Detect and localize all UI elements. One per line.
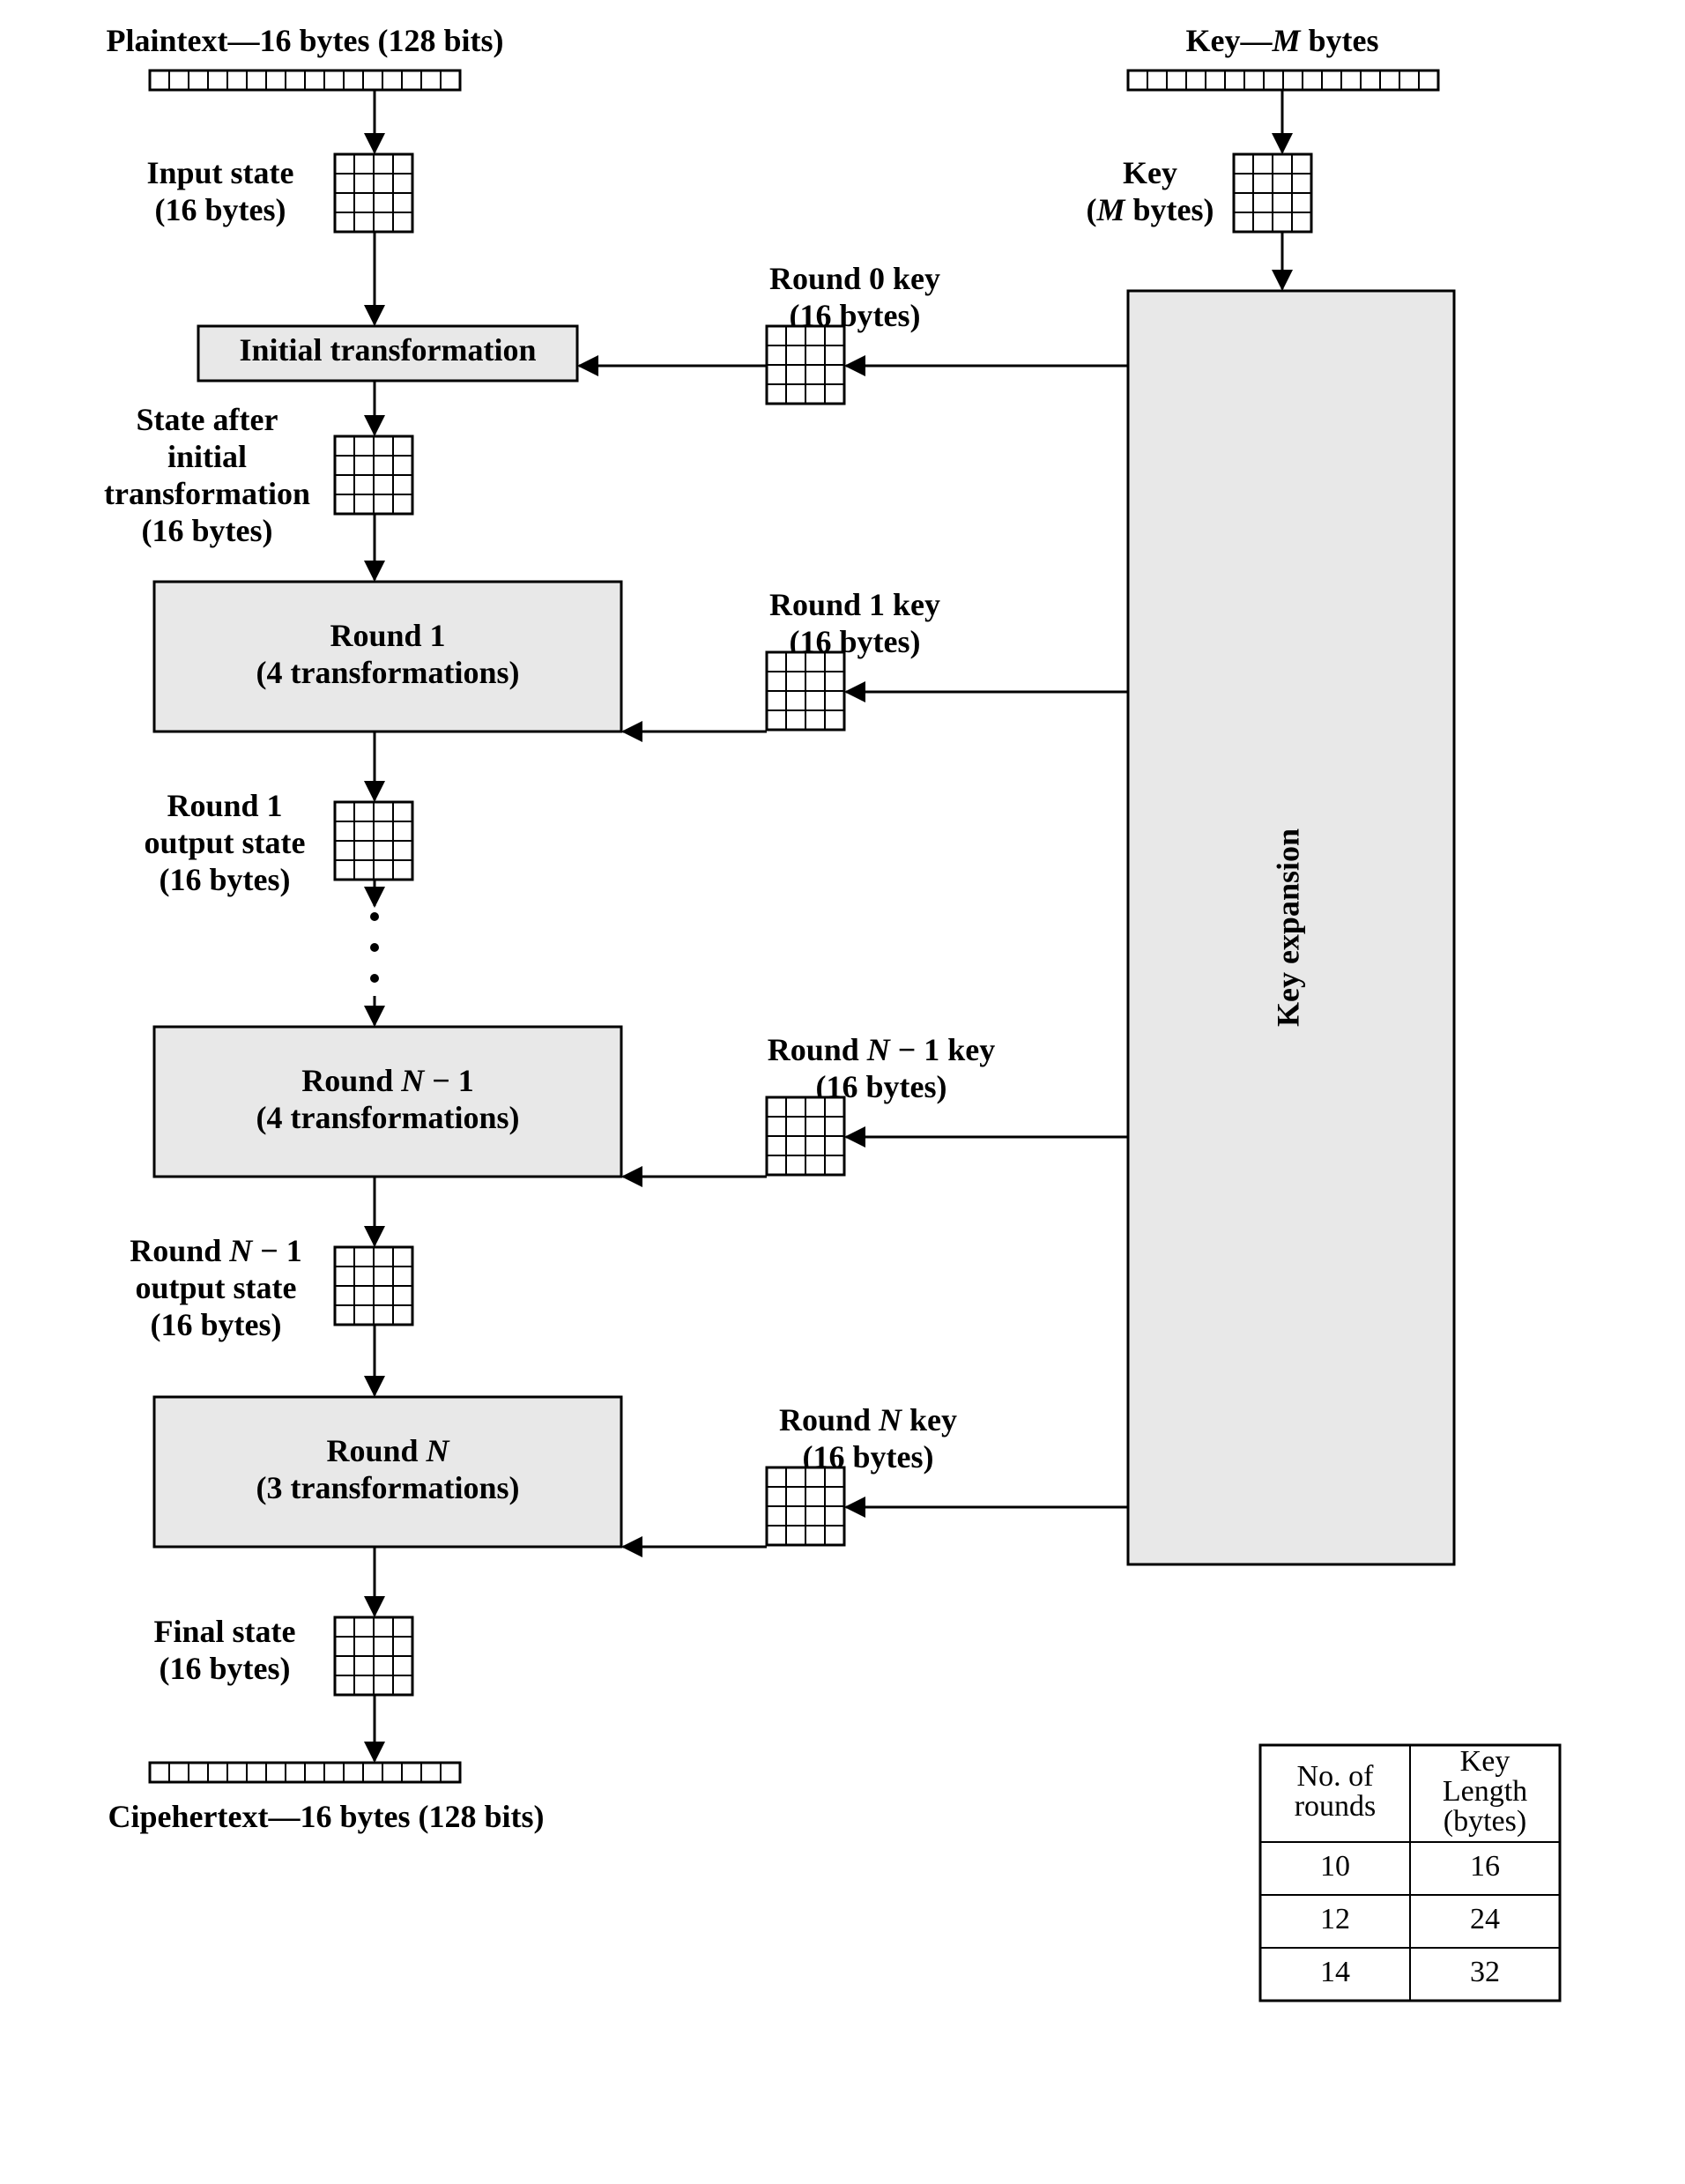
state-after-init-label: transformation (104, 476, 310, 511)
ciphertext-label: Cipehertext—16 bytes (128 bits) (108, 1799, 545, 1834)
plaintext-label: Plaintext—16 bytes (128 bits) (107, 23, 504, 58)
round-n-1-out-grid (335, 1247, 412, 1325)
initial-transformation-label: Initial transformation (240, 332, 537, 368)
round1-box-label: Round 1 (330, 618, 445, 653)
table-cell: 16 (1470, 1850, 1500, 1883)
key-m-grid (1234, 154, 1311, 232)
round-n-box-label: (3 transformations) (256, 1470, 520, 1505)
input-state-label: Input state (146, 155, 293, 190)
state-after-init-label: initial (167, 439, 247, 474)
key-expansion-label: Key expansion (1270, 828, 1305, 1027)
table-header: Length (1443, 1775, 1527, 1808)
ciphertext-strip (150, 1763, 460, 1782)
key-m-label: Key (1123, 155, 1177, 190)
round-n-1-out-label: output state (135, 1270, 296, 1305)
table-cell: 12 (1320, 1903, 1350, 1935)
round-n-1-out-label: (16 bytes) (151, 1307, 282, 1342)
key-m-label: (M bytes) (1086, 192, 1214, 227)
round1-out-label: Round 1 (167, 788, 282, 823)
table-cell: 10 (1320, 1850, 1350, 1883)
round-n-box-label: Round N (326, 1433, 450, 1468)
plaintext-strip (150, 71, 460, 90)
round-n-key-label: Round N key (779, 1402, 957, 1437)
final-state-label: Final state (154, 1614, 296, 1649)
round0-key-grid (767, 326, 844, 404)
table-cell: 32 (1470, 1956, 1500, 1988)
round-n-1-out-label: Round N − 1 (130, 1233, 302, 1268)
round1-out-grid (335, 802, 412, 880)
state-after-init-label: (16 bytes) (142, 513, 273, 548)
round1-box-label: (4 transformations) (256, 655, 520, 690)
final-state-grid (335, 1617, 412, 1695)
round-n-1-box-label: (4 transformations) (256, 1100, 520, 1135)
table-header: No. of (1297, 1760, 1375, 1793)
table-cell: 24 (1470, 1903, 1500, 1935)
round-n-1-key-label: Round N − 1 key (768, 1032, 996, 1067)
table-header: (bytes) (1444, 1805, 1526, 1838)
key-strip (1128, 71, 1438, 90)
round1-out-label: output state (144, 825, 305, 860)
round0-key-label: Round 0 key (769, 261, 940, 296)
final-state-label: (16 bytes) (160, 1651, 291, 1686)
round-n-key-grid (767, 1467, 844, 1545)
round1-out-label: (16 bytes) (160, 862, 291, 897)
state-after-init-grid (335, 436, 412, 514)
input-state-label: (16 bytes) (155, 192, 286, 227)
state-after-init-label: State after (137, 402, 278, 437)
key-top-label: Key—M bytes (1186, 23, 1379, 58)
round1-key-grid (767, 652, 844, 730)
table-header: Key (1460, 1745, 1511, 1778)
round-n-1-key-grid (767, 1097, 844, 1175)
table-header: rounds (1295, 1790, 1377, 1823)
table-cell: 14 (1320, 1956, 1350, 1988)
round-n-1-box-label: Round N − 1 (301, 1063, 474, 1098)
round1-key-label: Round 1 key (769, 587, 940, 622)
aes-diagram: Plaintext—16 bytes (128 bits) Key—M bytes… (0, 0, 1685, 2184)
input-state-grid (335, 154, 412, 232)
rounds-key-table: No. ofrounds KeyLength(bytes) 10 16 12 24 14 32 (1260, 1745, 1560, 2001)
